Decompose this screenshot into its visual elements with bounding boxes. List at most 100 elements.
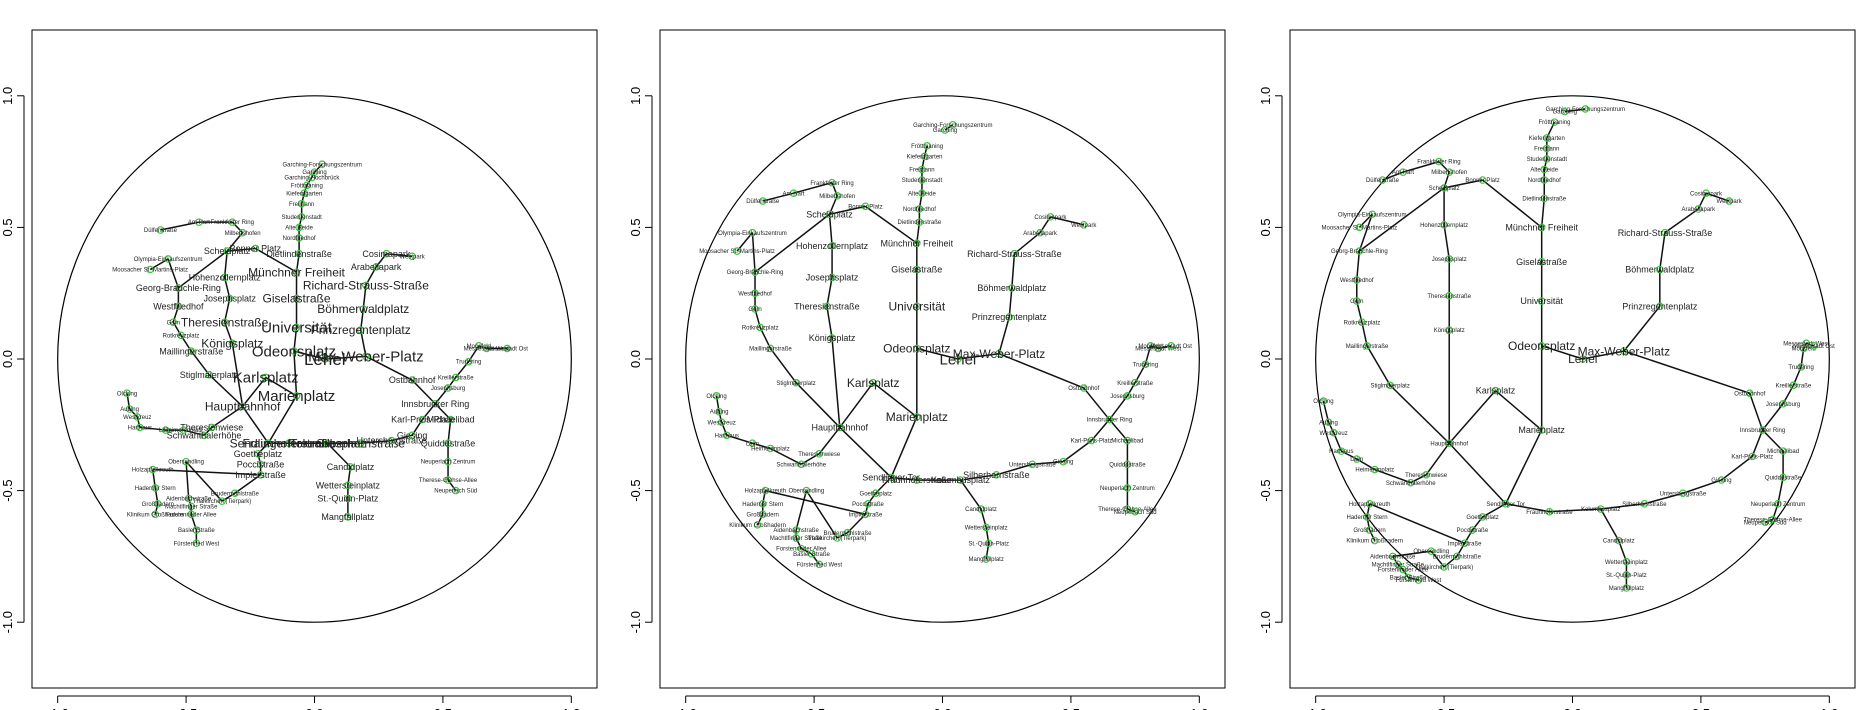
station-label: Innsbrucker Ring <box>1740 428 1785 434</box>
station-node <box>218 497 226 505</box>
station-node <box>444 439 452 448</box>
network-edge <box>795 382 841 428</box>
station-label: Olching <box>1313 399 1333 405</box>
station-label: Poccistraße <box>852 502 884 508</box>
station-label: Kolumbusplatz <box>1581 507 1620 513</box>
network-edge <box>386 252 413 258</box>
station-label: Hohenzollernplatz <box>796 241 869 251</box>
station-node <box>1779 473 1787 482</box>
network-edge <box>313 163 323 173</box>
station-node <box>382 249 391 258</box>
station-label: Alte Heide <box>908 191 936 197</box>
network-edge <box>1543 158 1548 170</box>
station-node <box>1414 576 1423 584</box>
station-node <box>187 347 196 355</box>
station-label: Goetheplatz <box>860 491 892 497</box>
station-node <box>941 126 949 134</box>
station-label: Implerstraße <box>1448 541 1482 547</box>
station-node <box>1105 415 1114 424</box>
station-node <box>1123 436 1132 445</box>
station-node <box>825 210 834 219</box>
station-label: Hohenzollernplatz <box>1420 223 1468 229</box>
station-label: Silberhornstraße <box>316 436 405 450</box>
station-label: Thalkirchen (Tierpark) <box>808 536 866 542</box>
station-node <box>761 486 770 495</box>
station-label: Josephsplatz <box>203 294 256 304</box>
station-label: Heimeranplatz <box>164 428 203 434</box>
station-nodes: Garching-Forschungszentrum GarchingGarchi… <box>112 160 528 547</box>
station-node <box>503 344 511 353</box>
station-label: Moosfeld <box>467 344 491 350</box>
station-label: Karlsplatz <box>847 376 900 390</box>
network-edge <box>957 352 1000 360</box>
station-label: Dietlindenstraße <box>898 220 942 226</box>
station-label: Moosacher St.-Martins-Platz <box>112 268 188 274</box>
station-label: Schwanthalerhöhe <box>167 430 242 440</box>
station-label: Goetheplatz <box>1466 515 1498 521</box>
station-label: Max-Weber-Platz <box>308 349 424 366</box>
station-label: Nordfriedhof <box>903 207 936 213</box>
station-node <box>300 189 309 197</box>
network-edge <box>916 347 959 360</box>
station-node <box>346 463 355 471</box>
station-node <box>295 249 303 258</box>
station-label: Garching-Hochbrück <box>284 175 340 181</box>
station-node <box>913 302 921 311</box>
station-label: Garching <box>1553 110 1577 116</box>
station-node <box>913 239 921 247</box>
station-node <box>823 302 831 311</box>
network-edge <box>828 214 833 246</box>
station-node <box>766 344 775 353</box>
station-label: Dülferstraße <box>746 199 780 205</box>
network-edge <box>1540 198 1545 228</box>
network-edge <box>1582 350 1625 360</box>
station-node <box>807 549 816 558</box>
network-edge <box>839 382 874 428</box>
y-tick-label: -1.0 <box>1258 611 1273 633</box>
station-node <box>915 205 924 213</box>
station-node <box>238 228 247 237</box>
station-label: Kreillerstraße <box>1117 381 1153 387</box>
station-node <box>982 555 990 563</box>
station-label: Fraunhoferstraße <box>1526 510 1573 516</box>
station-label: Max-Weber-Platz <box>1578 344 1670 358</box>
station-node <box>1460 539 1469 548</box>
station-label: Moosacher St.-Martins-Platz <box>699 249 775 255</box>
station-label: Michaelibad <box>1111 439 1143 445</box>
station-label: Karlsplatz <box>233 370 299 387</box>
station-node <box>954 355 962 363</box>
station-node <box>154 499 162 508</box>
station-node <box>179 426 188 434</box>
station-label: Ostbahnhof <box>389 375 436 385</box>
y-tick-label: 0.5 <box>0 218 15 236</box>
y-tick-label: 1.0 <box>628 87 643 105</box>
station-node <box>1761 518 1769 526</box>
station-label: Neuperlach Süd <box>1114 510 1157 516</box>
station-label: Alte Heide <box>1530 168 1558 174</box>
station-label: Hohenzollernplatz <box>189 273 262 283</box>
station-label: Maillingerstraße <box>1346 344 1389 350</box>
station-label: Moosacher St.-Martins-Platz <box>1321 226 1397 232</box>
station-node <box>1725 197 1733 205</box>
station-node <box>1363 342 1371 350</box>
station-label: Harthaus <box>1329 449 1353 455</box>
station-label: Prinzregentenplatz <box>1622 302 1698 312</box>
station-node <box>1378 176 1387 184</box>
station-label: Josephsburg <box>431 386 465 392</box>
station-label: Bonner Platz <box>1465 178 1499 184</box>
network-edge <box>1659 232 1666 270</box>
station-node <box>712 392 721 400</box>
station-label: Dülferstraße <box>144 228 178 234</box>
station-node <box>1399 168 1407 176</box>
station-label: Lehel <box>304 350 346 369</box>
station-label: Arabellapark <box>351 262 402 272</box>
network-edge <box>1008 287 1013 317</box>
network-edge <box>185 461 190 499</box>
network-edge <box>1505 503 1550 513</box>
station-label: Obersendling <box>1413 549 1449 555</box>
station-label: Heimeranplatz <box>751 447 790 453</box>
station-label: Thalkirchen (Tierpark) <box>193 499 251 505</box>
station-node <box>1745 389 1754 398</box>
station-label: Holzapfelkreuth <box>132 468 174 474</box>
station-label: Westkreuz <box>1320 431 1348 437</box>
